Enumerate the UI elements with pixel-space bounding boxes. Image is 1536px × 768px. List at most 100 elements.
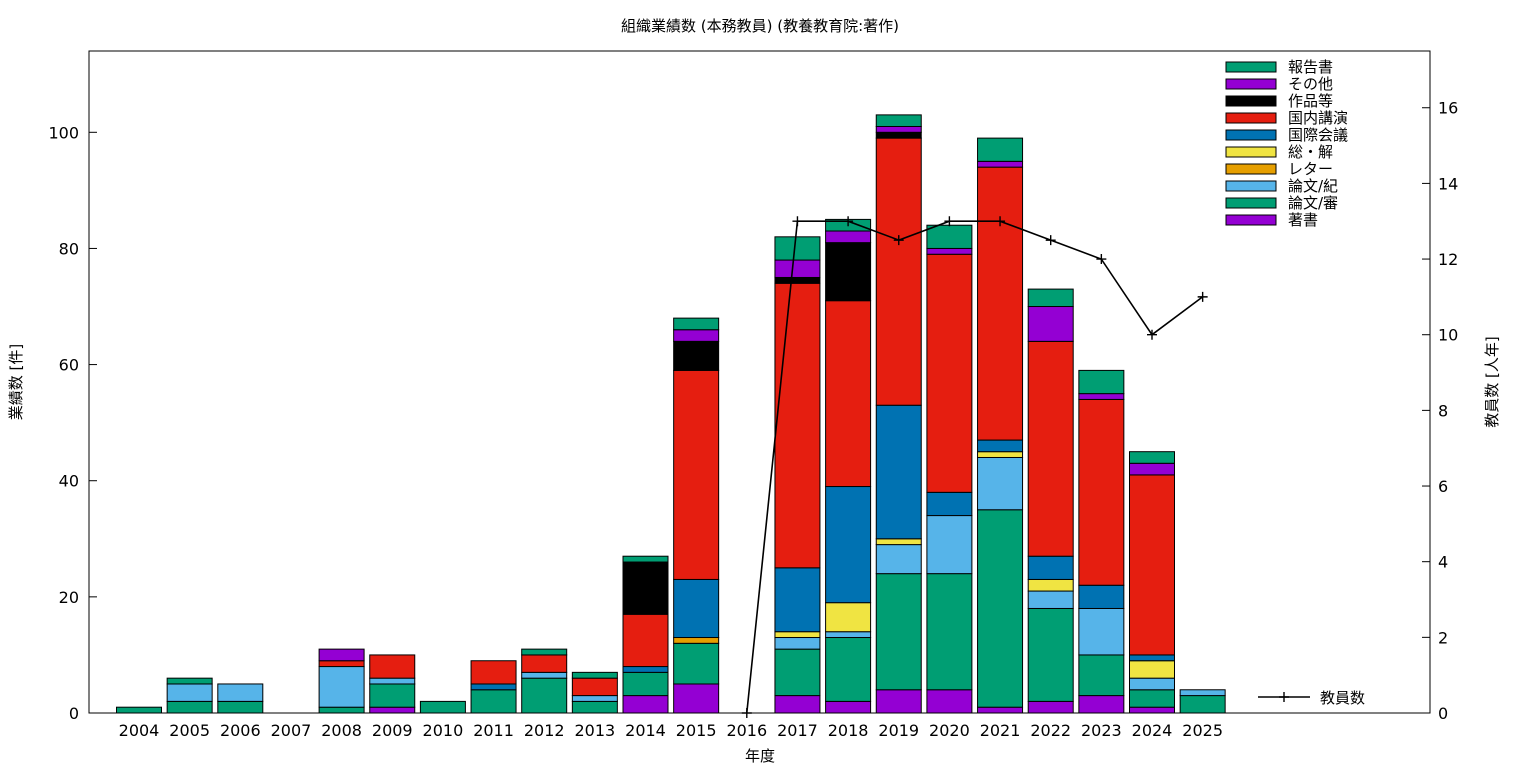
bar-segment bbox=[926, 247, 973, 255]
bar-segment bbox=[825, 637, 872, 702]
bar-segment bbox=[977, 137, 1024, 162]
legend-swatch bbox=[1225, 180, 1277, 192]
bar-segment bbox=[166, 700, 213, 714]
bar-segment bbox=[622, 695, 669, 714]
bar-segment bbox=[1027, 607, 1074, 702]
bar-segment bbox=[1078, 607, 1125, 656]
bar-segment bbox=[571, 677, 618, 697]
legend-label: レター bbox=[1288, 160, 1333, 178]
y2-tick-label: 12 bbox=[1438, 250, 1458, 269]
y-tick-label: 80 bbox=[59, 239, 79, 258]
bar-segment bbox=[926, 224, 973, 249]
bar-segment bbox=[1027, 578, 1074, 592]
legend-swatch bbox=[1225, 78, 1277, 90]
y-axis-label: 業績数 [件] bbox=[7, 344, 25, 420]
plot-frame bbox=[88, 50, 1431, 714]
bar-segment bbox=[369, 677, 416, 685]
bar-segment bbox=[875, 544, 922, 575]
bar-segment bbox=[1078, 398, 1125, 586]
y2-tick-label: 4 bbox=[1438, 553, 1448, 572]
y2-tick-label: 6 bbox=[1438, 477, 1448, 496]
legend-label: 教員数 bbox=[1320, 689, 1365, 707]
y2-axis-label: 教員数 [人年] bbox=[1483, 336, 1501, 427]
bar-segment bbox=[825, 700, 872, 714]
bar-segment bbox=[1129, 462, 1175, 476]
y2-tick-label: 16 bbox=[1438, 99, 1458, 118]
bar-segment bbox=[774, 631, 821, 639]
bar-segment bbox=[571, 700, 618, 714]
bar-segment bbox=[774, 695, 821, 714]
legend-swatch bbox=[1225, 214, 1277, 226]
bar-segment bbox=[470, 689, 517, 714]
bar-segment bbox=[622, 555, 669, 563]
bar-segment bbox=[622, 613, 669, 668]
y2-tick-label: 0 bbox=[1438, 704, 1448, 723]
line-point bbox=[1197, 291, 1208, 302]
x-tick-label: 2011 bbox=[473, 721, 514, 740]
bar-segment bbox=[1129, 706, 1175, 714]
bar-segment bbox=[1078, 584, 1125, 609]
line-point bbox=[843, 216, 854, 227]
bar-segment bbox=[774, 567, 821, 633]
legend-label: 著書 bbox=[1288, 211, 1318, 229]
line-point bbox=[1045, 235, 1056, 246]
bar-segment bbox=[774, 648, 821, 697]
x-tick-label: 2020 bbox=[929, 721, 970, 740]
bar-segment bbox=[673, 578, 720, 639]
bar-segment bbox=[166, 677, 213, 685]
y2-tick-label: 10 bbox=[1438, 326, 1458, 345]
y-tick-label: 40 bbox=[59, 472, 79, 491]
x-tick-label: 2014 bbox=[625, 721, 666, 740]
bar-segment bbox=[1129, 451, 1175, 464]
bar-segment bbox=[825, 486, 872, 604]
bar-segment bbox=[977, 456, 1024, 511]
x-tick-label: 2021 bbox=[980, 721, 1021, 740]
bar-segment bbox=[470, 660, 517, 685]
bar-segment bbox=[875, 573, 922, 691]
y2-tick-label: 2 bbox=[1438, 628, 1448, 647]
y-tick-label: 0 bbox=[69, 704, 79, 723]
y2-tick-label: 14 bbox=[1438, 174, 1458, 193]
legend-swatch bbox=[1225, 163, 1277, 175]
legend-swatch bbox=[1225, 197, 1277, 209]
legend-swatch bbox=[1225, 61, 1277, 73]
x-tick-label: 2004 bbox=[119, 721, 160, 740]
bar-layer bbox=[116, 114, 1226, 714]
bar-segment bbox=[166, 683, 213, 702]
bar-segment bbox=[1027, 340, 1074, 557]
legend-swatch bbox=[1225, 112, 1277, 124]
bar-segment bbox=[622, 666, 669, 673]
bar-segment bbox=[1179, 695, 1226, 714]
x-tick-label: 2007 bbox=[271, 721, 312, 740]
bar-segment bbox=[571, 671, 618, 679]
x-tick-label: 2018 bbox=[828, 721, 869, 740]
line-point bbox=[792, 216, 803, 227]
legend-swatch bbox=[1225, 95, 1277, 107]
x-tick-label: 2012 bbox=[524, 721, 565, 740]
x-tick-label: 2019 bbox=[878, 721, 919, 740]
bar-segment bbox=[369, 654, 416, 679]
legend-line-marker bbox=[1279, 692, 1289, 702]
bar-segment bbox=[825, 602, 872, 633]
legend-swatch bbox=[1225, 146, 1277, 158]
bar-segment bbox=[318, 648, 365, 662]
bar-segment bbox=[1179, 689, 1226, 697]
bar-segment bbox=[217, 683, 264, 702]
bar-segment bbox=[673, 340, 720, 371]
bar-segment bbox=[521, 648, 568, 656]
bar-segment bbox=[1078, 393, 1125, 400]
bar-segment bbox=[1129, 660, 1175, 679]
x-tick-label: 2025 bbox=[1182, 721, 1223, 740]
x-tick-label: 2015 bbox=[676, 721, 717, 740]
bar-segment bbox=[521, 677, 568, 714]
bar-segment bbox=[825, 242, 872, 302]
x-tick-label: 2013 bbox=[574, 721, 615, 740]
legend-label: 国内講演 bbox=[1288, 109, 1348, 127]
bar-segment bbox=[673, 317, 720, 331]
bar-segment bbox=[875, 538, 922, 546]
y2-tick-label: 8 bbox=[1438, 401, 1448, 420]
x-tick-label: 2009 bbox=[372, 721, 413, 740]
bar-segment bbox=[825, 230, 872, 244]
bar-segment bbox=[673, 637, 720, 644]
